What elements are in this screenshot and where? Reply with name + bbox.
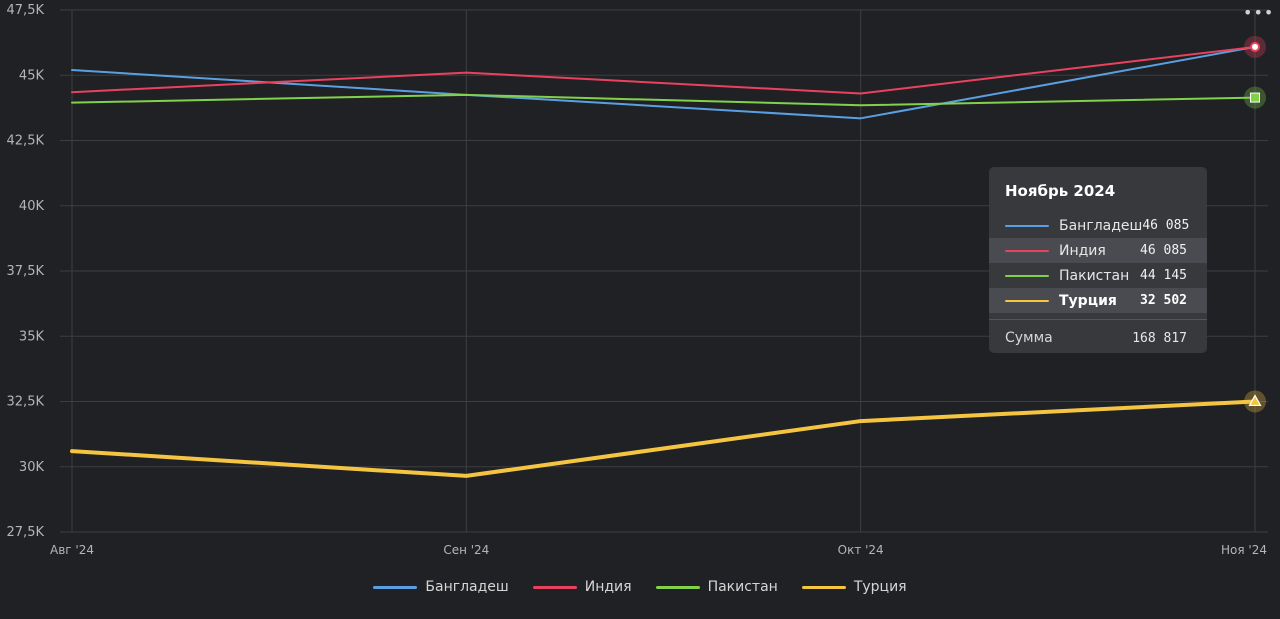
legend-item-india[interactable]: Индия [532, 576, 632, 598]
tooltip-sum-label: Сумма [1005, 330, 1053, 346]
legend-item-pakistan[interactable]: Пакистан [655, 576, 778, 598]
x-tick-label: Авг '24 [50, 543, 94, 557]
tooltip-row-value: 32 502 [1140, 293, 1187, 308]
series-line-1 [71, 45, 1256, 95]
tooltip-row-bangladesh: Бангладеш 46 085 [989, 213, 1207, 238]
tooltip-row-name: Бангладеш [1059, 217, 1143, 234]
y-tick-label: 32,5K [7, 395, 45, 410]
series-line-2 [71, 93, 1256, 107]
marker-point-2 [1250, 92, 1260, 103]
tooltip-row-name: Пакистан [1059, 267, 1130, 284]
legend-swatch-turkey [801, 585, 846, 589]
legend-swatch-pakistan [655, 585, 700, 589]
tooltip-swatch-turkey [1005, 299, 1049, 302]
y-tick-label: 30K [19, 460, 45, 475]
tooltip-swatch-pakistan [1005, 274, 1049, 277]
tooltip-divider [989, 319, 1207, 320]
y-tick-label: 35K [19, 329, 45, 344]
legend: Бангладеш Индия Пакистан Турция [0, 576, 1280, 598]
legend-label: Турция [853, 579, 907, 595]
y-tick-label: 47,5K [7, 3, 45, 18]
legend-item-turkey[interactable]: Турция [801, 576, 907, 598]
line-chart: 27,5K 30K 32,5K 35K 37,5K 40K 42,5K 45K 47,5K Авг… [7, 3, 1268, 557]
tooltip-row-value: 46 085 [1140, 243, 1187, 258]
legend-swatch-india [532, 585, 577, 589]
legend-swatch-bangladesh [373, 585, 418, 589]
legend-item-bangladesh[interactable]: Бангладеш [373, 576, 509, 598]
series-line-3 [70, 399, 1257, 478]
tooltip-row-pakistan: Пакистан 44 145 [989, 263, 1207, 288]
y-tick-label: 37,5K [7, 264, 45, 279]
legend-label: Бангладеш [425, 579, 509, 595]
tooltip-row-turkey: Турция 32 502 [989, 288, 1207, 313]
x-tick-label: Сен '24 [443, 543, 489, 557]
tooltip: Ноябрь 2024 Бангладеш 46 085 Индия 46 08… [989, 167, 1207, 353]
tooltip-row-name: Индия [1059, 242, 1106, 259]
x-tick-label: Ноя '24 [1221, 543, 1267, 557]
tooltip-swatch-bangladesh [1005, 224, 1049, 227]
marker-point-1 [1250, 41, 1260, 52]
marker-point-3 [1248, 394, 1262, 407]
y-tick-label: 45K [19, 68, 45, 83]
x-tick-label: Окт '24 [838, 543, 884, 557]
tooltip-sum-row: Сумма 168 817 [989, 322, 1207, 354]
tooltip-swatch-india [1005, 249, 1049, 252]
tooltip-row-name: Турция [1059, 292, 1117, 309]
tooltip-row-value: 46 085 [1142, 218, 1190, 233]
legend-label: Пакистан [707, 579, 778, 595]
y-tick-label: 27,5K [7, 525, 45, 540]
tooltip-row-value: 44 145 [1140, 268, 1187, 283]
y-tick-label: 40K [19, 199, 45, 214]
y-tick-label: 42,5K [7, 134, 45, 149]
tooltip-title: Ноябрь 2024 [1005, 182, 1116, 200]
legend-label: Индия [584, 579, 632, 595]
chart-menu-icon[interactable]: ••• [1243, 3, 1275, 22]
tooltip-sum-value: 168 817 [1132, 330, 1187, 346]
tooltip-row-india: Индия 46 085 [989, 238, 1207, 263]
